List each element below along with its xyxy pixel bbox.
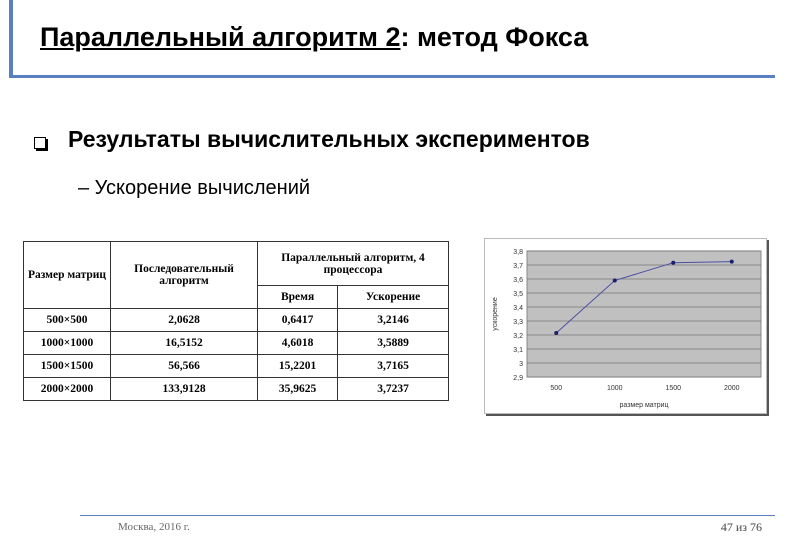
x-tick-label: 1000	[607, 385, 623, 392]
table-row: 1500×1500 56,566 15,2201 3,7165	[23, 354, 449, 378]
table-cell: 15,2201	[256, 354, 339, 378]
series-line	[555, 261, 732, 334]
table-cell: 3,2146	[337, 308, 449, 332]
header-parallel: Параллельный алгоритм, 4 процессора	[257, 241, 449, 286]
chart-svg: 2,9 3 3,1 3,2 3,3 3,4 3,5 3,6 3,7 3,8 500 1000 1500 2…	[492, 249, 762, 409]
data-point	[612, 278, 617, 283]
header-time: Время	[256, 285, 339, 309]
header-size: Размер матриц	[23, 241, 111, 309]
y-tick-label: 3,2	[513, 333, 523, 340]
table-cell: 133,9128	[110, 377, 258, 401]
y-tick-label: 3,6	[513, 277, 523, 284]
table-row: 500×500 2,0628 0,6417 3,2146	[23, 308, 449, 332]
y-tick-label: 3,4	[513, 305, 523, 312]
x-tick-label: 2000	[724, 385, 740, 392]
y-tick-label: 2,9	[513, 375, 523, 382]
header-speedup: Ускорение	[337, 285, 449, 309]
table-cell: 3,7237	[337, 377, 449, 401]
x-tick-label: 1500	[665, 385, 681, 392]
table-row: 1000×1000 16,5152 4,6018 3,5889	[23, 331, 449, 355]
footer-location: Москва, 2016 г.	[118, 521, 190, 533]
data-point	[671, 260, 676, 265]
y-axis-label: ускорение	[492, 297, 499, 331]
title-underline	[9, 75, 775, 78]
x-axis-label: размер матриц	[619, 402, 668, 409]
page-number: 47 из 76	[720, 520, 762, 534]
y-tick-label: 3,5	[513, 291, 523, 298]
slide-title: Параллельный алгоритм 2: метод Фокса	[40, 22, 588, 53]
table-cell: 4,6018	[256, 331, 339, 355]
table-cell: 2,0628	[110, 308, 258, 332]
footer-line	[80, 515, 775, 516]
table-cell: 1000×1000	[23, 331, 111, 355]
table-cell: 3,7165	[337, 354, 449, 378]
table-cell: 3,5889	[337, 331, 449, 355]
x-tick-label: 500	[550, 385, 562, 392]
checkbox-bullet-icon	[34, 137, 46, 149]
table-cell: 1500×1500	[23, 354, 111, 378]
y-tick-label: 3,8	[513, 249, 523, 256]
table-row: 2000×2000 133,9128 35,9625 3,7237	[23, 377, 449, 401]
data-point	[729, 259, 734, 264]
subbullet-text: – Ускорение вычислений	[78, 177, 311, 199]
plot-area	[526, 250, 762, 378]
y-tick-label: 3,1	[513, 347, 523, 354]
data-point	[554, 330, 559, 335]
bullet-text: Результаты вычислительных экспериментов	[68, 126, 590, 152]
accent-bar	[9, 0, 13, 78]
y-tick-label: 3,7	[513, 263, 523, 270]
title-rest: : метод Фокса	[400, 22, 589, 52]
title-main: Параллельный алгоритм 2	[40, 22, 401, 52]
speedup-chart: 2,9 3 3,1 3,2 3,3 3,4 3,5 3,6 3,7 3,8 500 1000 1500 2…	[484, 238, 767, 414]
header-serial: Последовательный алгоритм	[110, 241, 258, 309]
table-cell: 16,5152	[110, 331, 258, 355]
table-cell: 500×500	[23, 308, 111, 332]
y-tick-label: 3,3	[513, 319, 523, 326]
table-cell: 35,9625	[256, 377, 339, 401]
table-cell: 0,6417	[256, 308, 339, 332]
table-cell: 2000×2000	[23, 377, 111, 401]
results-table: Размер матриц Последовательный алгоритм …	[23, 241, 449, 401]
y-tick-label: 3	[519, 361, 523, 368]
table-cell: 56,566	[110, 354, 258, 378]
